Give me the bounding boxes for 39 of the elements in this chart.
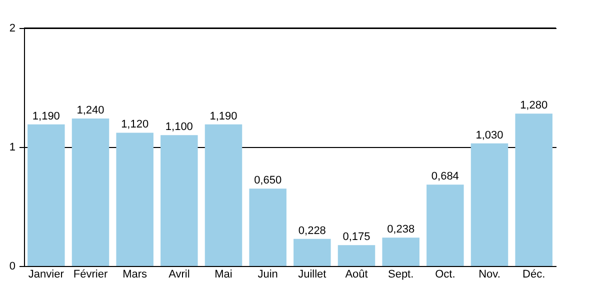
bar <box>204 124 242 266</box>
x-tick-label: Mars <box>122 268 148 280</box>
data-label: 1,240 <box>76 104 104 116</box>
x-tick-label: Nov. <box>478 268 500 280</box>
x-tick-label: Février <box>73 268 108 280</box>
bar <box>160 135 198 266</box>
bar <box>72 118 110 266</box>
bar <box>294 238 331 266</box>
x-tick-label: Déc. <box>522 268 546 280</box>
data-label: 1,190 <box>32 110 60 122</box>
bar <box>426 184 464 266</box>
x-tick-label: Juin <box>258 268 278 280</box>
bar <box>470 143 508 266</box>
data-label: 0,228 <box>298 224 326 237</box>
data-label: 0,650 <box>254 174 282 187</box>
bar <box>28 124 65 266</box>
bar <box>338 245 376 266</box>
y-tick-label: 2 <box>9 22 16 34</box>
x-tick-label: Avril <box>168 268 190 280</box>
bar <box>382 238 420 266</box>
y-tick-label: 1 <box>9 142 16 154</box>
x-tick-label: Août <box>345 268 368 280</box>
y-tick-label: 0 <box>9 260 16 272</box>
data-label: 1,120 <box>121 118 149 131</box>
data-label: 1,280 <box>520 100 548 112</box>
data-label: 1,190 <box>210 110 238 122</box>
bar <box>515 114 552 266</box>
data-label: 0,238 <box>387 224 415 236</box>
bar <box>116 132 154 266</box>
data-label: 0,175 <box>342 231 370 244</box>
data-label: 1,100 <box>165 121 193 134</box>
bar <box>249 188 286 266</box>
x-tick-label: Janvier <box>28 268 64 280</box>
x-tick-label: Juillet <box>298 268 326 280</box>
data-label: 0,684 <box>431 170 459 183</box>
x-tick-label: Mai <box>214 268 232 280</box>
x-tick-label: Oct. <box>435 268 456 280</box>
data-label: 1,030 <box>476 129 504 142</box>
x-tick-label: Sept. <box>388 268 414 280</box>
